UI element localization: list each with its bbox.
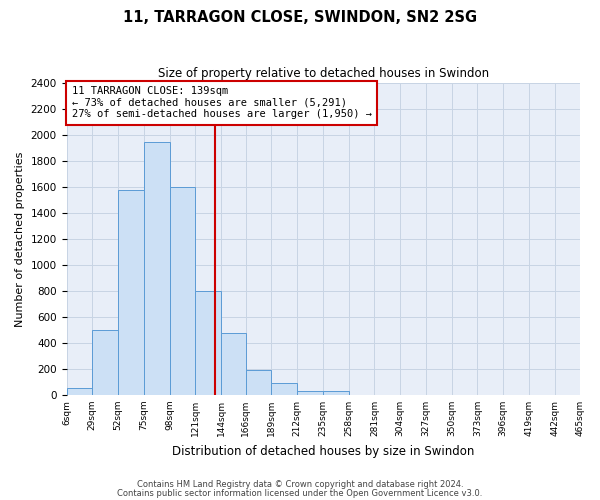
- Bar: [221, 332, 245, 395]
- Title: Size of property relative to detached houses in Swindon: Size of property relative to detached ho…: [158, 68, 489, 80]
- Bar: [297, 391, 323, 395]
- Bar: [118, 190, 144, 395]
- Bar: [92, 330, 118, 395]
- Bar: [144, 142, 170, 395]
- Bar: [271, 383, 297, 395]
- Text: Contains HM Land Registry data © Crown copyright and database right 2024.: Contains HM Land Registry data © Crown c…: [137, 480, 463, 489]
- Y-axis label: Number of detached properties: Number of detached properties: [15, 152, 25, 326]
- Bar: [67, 388, 92, 395]
- Text: 11, TARRAGON CLOSE, SWINDON, SN2 2SG: 11, TARRAGON CLOSE, SWINDON, SN2 2SG: [123, 10, 477, 25]
- Text: Contains public sector information licensed under the Open Government Licence v3: Contains public sector information licen…: [118, 490, 482, 498]
- Bar: [196, 291, 221, 395]
- Bar: [245, 370, 271, 395]
- X-axis label: Distribution of detached houses by size in Swindon: Distribution of detached houses by size …: [172, 444, 475, 458]
- Bar: [323, 391, 349, 395]
- Text: 11 TARRAGON CLOSE: 139sqm
← 73% of detached houses are smaller (5,291)
27% of se: 11 TARRAGON CLOSE: 139sqm ← 73% of detac…: [71, 86, 371, 120]
- Bar: [170, 187, 196, 395]
